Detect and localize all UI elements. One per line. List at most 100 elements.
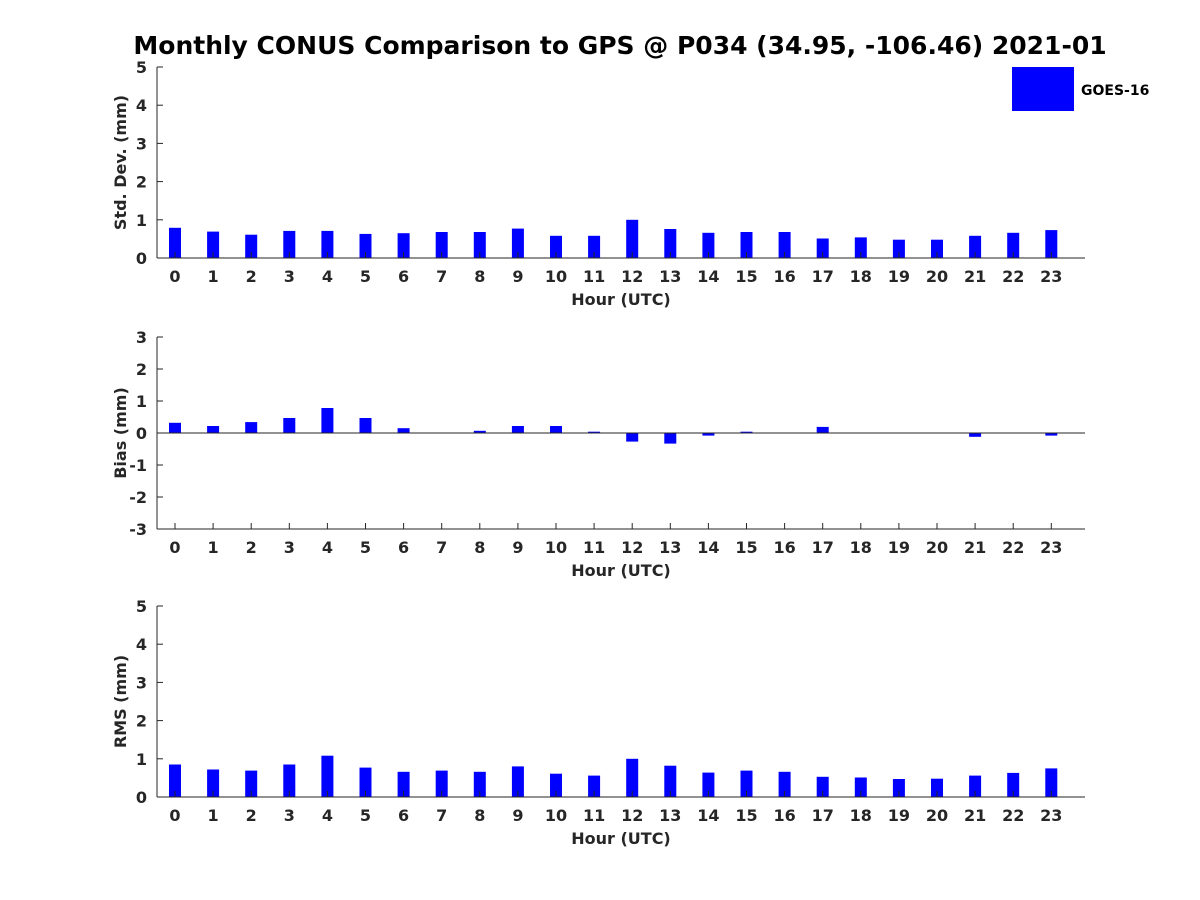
bias-xtick-label: 9 [512,538,523,557]
rms-ytick-label: 5 [136,597,147,616]
bias-xtick-label: 4 [322,538,333,557]
std-dev-bar-16 [778,232,791,258]
bias-xtick-label: 14 [697,538,719,557]
rms-xtick-label: 20 [926,806,948,825]
std-dev-bar-14 [702,232,715,258]
rms-xtick-label: 1 [208,806,219,825]
rms-bar-19 [892,779,905,797]
std-dev-xtick-label: 7 [436,267,447,286]
rms-bar-11 [588,775,601,797]
std-dev-bar-19 [892,239,905,258]
rms-bar-3 [283,764,296,797]
rms-xtick-label: 12 [621,806,643,825]
std-dev-xtick-label: 0 [169,267,180,286]
std-dev-bar-3 [283,230,296,258]
bias-xtick-label: 11 [583,538,605,557]
bias-bar-21 [969,433,982,437]
std-dev-ytick-label: 0 [136,249,147,268]
bias-xtick-label: 6 [398,538,409,557]
rms-x-axis-label: Hour (UTC) [571,829,671,848]
std-dev-xtick-label: 14 [697,267,719,286]
std-dev-xtick-label: 11 [583,267,605,286]
std-dev-bar-2 [245,234,258,258]
bias-xtick-label: 13 [659,538,681,557]
std-dev-ytick-label: 5 [136,58,147,77]
bias-bar-0 [169,422,181,433]
rms-xtick-label: 5 [360,806,371,825]
std-dev-xtick-label: 8 [474,267,485,286]
std-dev-xtick-label: 10 [545,267,567,286]
rms-ytick-label: 0 [136,788,147,807]
rms-xtick-label: 0 [169,806,180,825]
rms-bar-1 [207,769,220,797]
bias-xtick-label: 19 [888,538,910,557]
std-dev-bar-0 [169,227,181,258]
bias-bar-1 [207,426,220,433]
bias-bar-14 [702,433,715,436]
rms-bar-12 [626,758,639,797]
legend-swatch-goes16 [1012,67,1074,111]
bias-xtick-label: 7 [436,538,447,557]
std-dev-bar-7 [435,232,448,258]
bias-xtick-label: 18 [850,538,872,557]
std-dev-xtick-label: 15 [735,267,757,286]
rms-bar-18 [854,777,867,797]
chart-title: Monthly CONUS Comparison to GPS @ P034 (… [133,31,1106,60]
rms-bar-6 [397,771,410,797]
std-dev-x-axis-label: Hour (UTC) [571,290,671,309]
std-dev-bar-1 [207,231,220,258]
bias-xtick-label: 2 [246,538,257,557]
bias-xtick-label: 20 [926,538,948,557]
std-dev-xtick-label: 1 [208,267,219,286]
std-dev-xtick-label: 13 [659,267,681,286]
std-dev-ytick-label: 4 [136,96,147,115]
rms-bar-17 [816,776,829,797]
rms-bar-23 [1045,768,1058,797]
std-dev-xtick-label: 12 [621,267,643,286]
rms-bar-15 [740,770,753,797]
std-dev-y-axis-label: Std. Dev. (mm) [111,95,130,230]
rms-bar-8 [473,771,486,797]
rms-bar-16 [778,771,791,797]
bias-bar-4 [321,408,334,433]
rms-xtick-label: 9 [512,806,523,825]
rms-xtick-label: 11 [583,806,605,825]
bias-ytick-label: -3 [129,520,147,539]
legend: GOES-16 [1012,67,1149,111]
std-dev-bar-10 [550,235,562,258]
bias-xtick-label: 17 [812,538,834,557]
bias-bar-5 [359,418,372,433]
rms-xtick-label: 8 [474,806,485,825]
std-dev-bar-11 [588,235,601,258]
bias-ytick-label: 3 [136,328,147,347]
std-dev-bar-22 [1007,232,1020,258]
rms-xtick-label: 6 [398,806,409,825]
bias-bar-23 [1045,433,1058,436]
std-dev-bar-20 [931,239,943,258]
std-dev-bar-21 [969,235,982,258]
rms-bar-4 [321,755,334,797]
rms-bar-2 [245,770,258,797]
bias-bar-17 [816,426,829,433]
std-dev-xtick-label: 4 [322,267,333,286]
std-dev-bar-17 [816,238,829,258]
bias-bar-9 [511,426,524,433]
rms-ytick-label: 1 [136,750,147,769]
std-dev-xtick-label: 16 [773,267,795,286]
rms-bar-13 [664,765,677,797]
bias-xtick-label: 10 [545,538,567,557]
rms-bar-22 [1007,772,1020,797]
bias-xtick-label: 21 [964,538,986,557]
std-dev-bar-5 [359,233,372,258]
bias-bar-10 [550,426,562,433]
rms-xtick-label: 16 [773,806,795,825]
std-dev-xtick-label: 20 [926,267,948,286]
bias-xtick-label: 0 [169,538,180,557]
std-dev-ytick-label: 2 [136,173,147,192]
std-dev-xtick-label: 3 [284,267,295,286]
legend-label-goes16: GOES-16 [1081,83,1149,99]
std-dev-ytick-label: 3 [136,134,147,153]
std-dev-xtick-label: 9 [512,267,523,286]
std-dev-xtick-label: 22 [1002,267,1024,286]
